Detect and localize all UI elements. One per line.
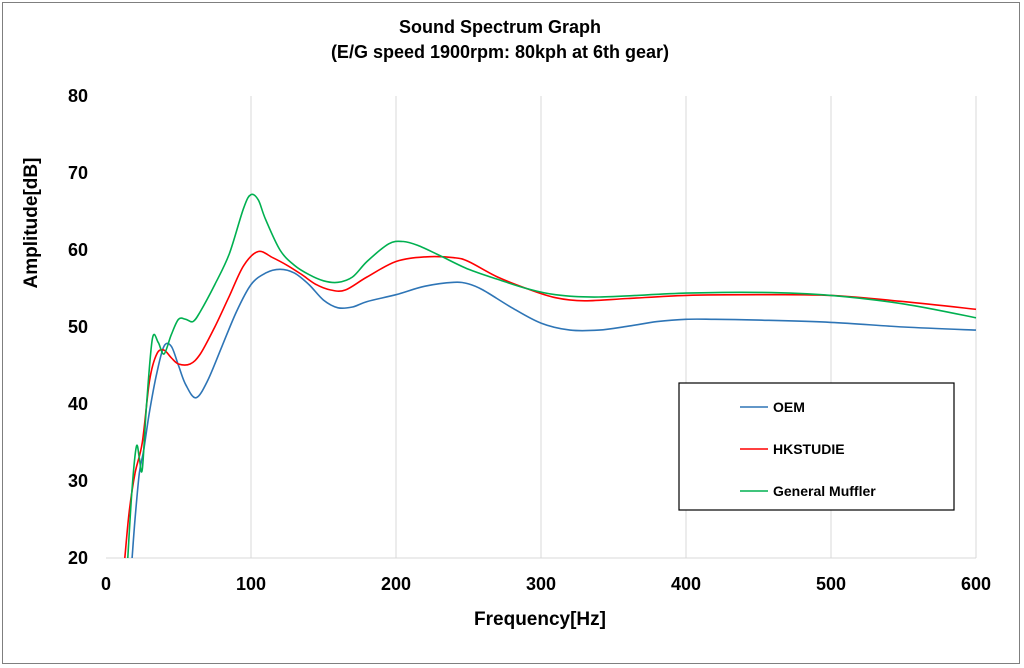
- y-tick-label: 50: [68, 317, 88, 337]
- y-tick-label: 80: [68, 86, 88, 106]
- legend-label-hkstudie: HKSTUDIE: [773, 441, 845, 457]
- legend-label-general-muffler: General Muffler: [773, 483, 876, 499]
- series-line-general-muffler: [127, 193, 977, 559]
- legend: OEM HKSTUDIE General Muffler: [678, 382, 955, 511]
- x-tick-label: 500: [816, 574, 846, 594]
- x-tick-label: 100: [236, 574, 266, 594]
- x-tick-label: 600: [961, 574, 991, 594]
- x-tick-label: 200: [381, 574, 411, 594]
- y-tick-label: 40: [68, 394, 88, 414]
- y-tick-label: 30: [68, 471, 88, 491]
- x-tick-label: 0: [101, 574, 111, 594]
- grid-layer: [250, 96, 977, 558]
- y-tick-label: 20: [68, 548, 88, 568]
- legend-box: [678, 382, 955, 511]
- series-layer: [124, 193, 977, 559]
- x-tick-label: 400: [671, 574, 701, 594]
- x-tick-label: 300: [526, 574, 556, 594]
- legend-label-oem: OEM: [773, 399, 805, 415]
- chart-title: Sound Spectrum Graph: [399, 17, 601, 37]
- axis-layer: 0 100 200 300 400 500 600 20 30 40 50 60 70 80: [68, 86, 991, 594]
- y-axis-label: Amplitude[dB]: [21, 158, 42, 289]
- x-axis-label: Frequency[Hz]: [474, 609, 606, 630]
- chart-subtitle: (E/G speed 1900rpm: 80kph at 6th gear): [331, 42, 669, 62]
- y-tick-label: 60: [68, 240, 88, 260]
- y-tick-label: 70: [68, 163, 88, 183]
- series-line-hkstudie: [124, 250, 977, 559]
- sound-spectrum-chart: Sound Spectrum Graph (E/G speed 1900rpm:…: [21, 17, 991, 630]
